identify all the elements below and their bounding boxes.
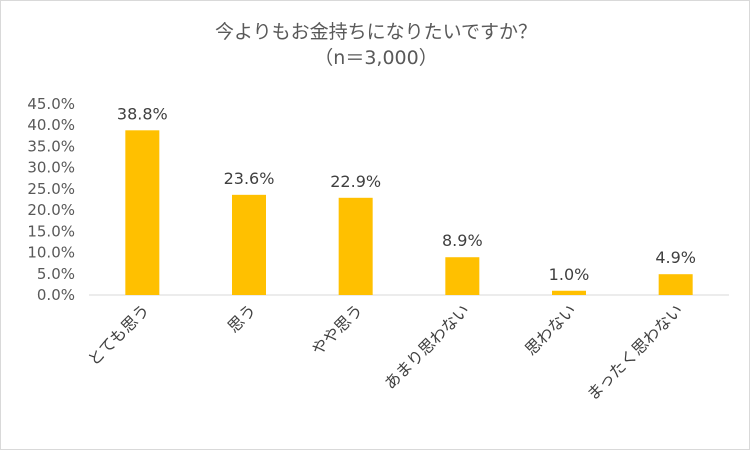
y-tick-label: 0.0% (37, 286, 75, 304)
bar (125, 130, 160, 295)
y-tick-label: 10.0% (27, 244, 75, 262)
data-label: 1.0% (549, 265, 590, 284)
data-label: 38.8% (117, 104, 168, 123)
category-label: 思わない (521, 300, 580, 359)
y-tick-label: 45.0% (27, 95, 75, 113)
y-tick-label: 30.0% (27, 159, 75, 177)
y-tick-label: 5.0% (37, 265, 75, 283)
bar (338, 197, 373, 295)
y-tick-label: 35.0% (27, 137, 75, 155)
bar (232, 194, 266, 295)
data-label: 4.9% (655, 248, 696, 267)
bar (658, 274, 693, 295)
category-label: とても思う (84, 300, 153, 369)
category-label: まったく思わない (583, 300, 687, 404)
chart-title-block: 今よりもお金持ちになりたいですか？ （n＝3,000） (1, 19, 751, 71)
bar (552, 290, 586, 295)
category-label: 思う (224, 300, 260, 336)
y-tick-label: 40.0% (27, 116, 75, 134)
y-tick-label: 20.0% (27, 201, 75, 219)
y-tick-label: 15.0% (27, 222, 75, 240)
data-label: 8.9% (442, 231, 483, 250)
data-label: 22.9% (330, 172, 381, 191)
chart-subtitle: （n＝3,000） (314, 47, 438, 69)
y-tick-label: 25.0% (27, 180, 75, 198)
data-label: 23.6% (224, 169, 275, 188)
chart-title: 今よりもお金持ちになりたいですか？ (214, 21, 538, 43)
category-label: やや思う (308, 300, 367, 359)
bar (445, 257, 480, 295)
category-label: あまり思わない (381, 300, 474, 393)
